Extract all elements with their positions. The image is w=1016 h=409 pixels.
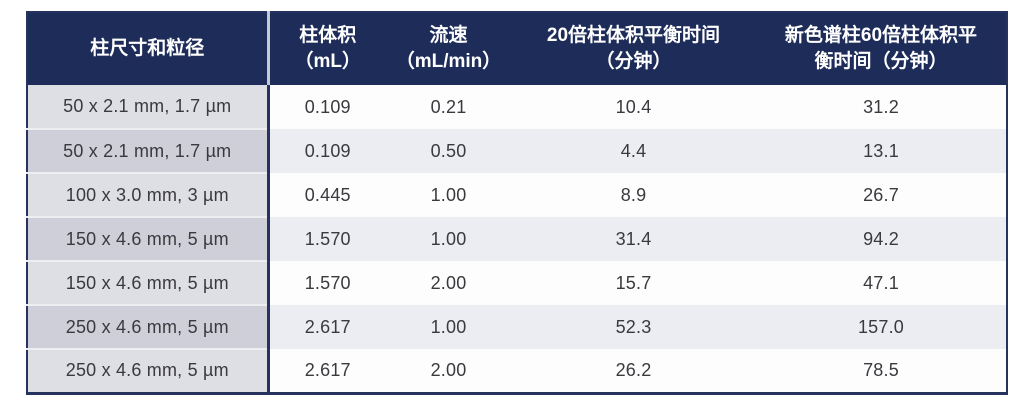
cell-volume: 0.109 [268,129,386,173]
table-row: 250 x 4.6 mm, 5 µm 2.617 2.00 26.2 78.5 [27,349,1007,393]
cell-flow: 2.00 [386,261,511,305]
cell-volume: 0.109 [268,85,386,129]
cell-time-20x: 26.2 [511,349,756,393]
table-row: 50 x 2.1 mm, 1.7 µm 0.109 0.21 10.4 31.2 [27,85,1007,130]
column-equilibration-table: 柱尺寸和粒径 柱体积 （mL） 流速 （mL/min） 20倍柱体积平衡时间 （… [26,11,1008,395]
header-size-label: 柱尺寸和粒径 [90,38,205,60]
cell-volume: 1.570 [268,217,386,261]
cell-time-60x: 31.2 [756,85,1007,129]
cell-size: 150 x 4.6 mm, 5 µm [27,261,270,306]
header-column-time-20x: 20倍柱体积平衡时间 （分钟） [511,12,756,85]
cell-size: 50 x 2.1 mm, 1.7 µm [27,129,270,174]
cell-time-60x: 26.7 [756,173,1007,217]
cell-size: 150 x 4.6 mm, 5 µm [27,217,270,262]
cell-time-20x: 10.4 [511,85,756,129]
cell-time-60x: 13.1 [756,129,1007,173]
header-time20-label: 20倍柱体积平衡时间 [546,25,721,47]
header-flow-label: 流速 [429,25,468,47]
header-time60-label-line1: 新色谱柱60倍柱体积平 [784,25,978,47]
table-row: 150 x 4.6 mm, 5 µm 1.570 1.00 31.4 94.2 [27,217,1007,262]
table-row: 250 x 4.6 mm, 5 µm 2.617 1.00 52.3 157.0 [27,305,1007,350]
cell-time-20x: 4.4 [511,129,756,173]
cell-flow: 0.21 [386,85,511,129]
cell-flow: 0.50 [386,129,511,173]
cell-flow: 2.00 [386,349,511,393]
cell-time-20x: 15.7 [511,261,756,305]
cell-time-60x: 94.2 [756,217,1007,261]
table-row: 100 x 3.0 mm, 3 µm 0.445 1.00 8.9 26.7 [27,173,1007,218]
cell-time-60x: 78.5 [756,349,1007,393]
header-volume-unit: （mL） [294,51,361,72]
header-column-volume: 柱体积 （mL） [268,12,386,85]
cell-time-60x: 47.1 [756,261,1007,305]
header-volume-label: 柱体积 [299,25,357,47]
cell-flow: 1.00 [386,173,511,217]
cell-flow: 1.00 [386,217,511,261]
cell-volume: 2.617 [268,349,386,393]
table-row: 150 x 4.6 mm, 5 µm 1.570 2.00 15.7 47.1 [27,261,1007,306]
cell-size: 50 x 2.1 mm, 1.7 µm [27,85,270,130]
cell-time-20x: 31.4 [511,217,756,261]
cell-time-60x: 157.0 [756,305,1007,349]
cell-size: 250 x 4.6 mm, 5 µm [27,305,270,350]
cell-size: 250 x 4.6 mm, 5 µm [27,349,270,393]
cell-time-20x: 8.9 [511,173,756,217]
cell-volume: 1.570 [268,261,386,305]
cell-size: 100 x 3.0 mm, 3 µm [27,173,270,218]
header-column-flow-rate: 流速 （mL/min） [386,12,511,85]
header-flow-unit: （mL/min） [395,51,502,72]
cell-time-20x: 52.3 [511,305,756,349]
cell-volume: 2.617 [268,305,386,349]
table-row: 50 x 2.1 mm, 1.7 µm 0.109 0.50 4.4 13.1 [27,129,1007,174]
table-header-row: 柱尺寸和粒径 柱体积 （mL） 流速 （mL/min） 20倍柱体积平衡时间 （… [27,12,1007,85]
header-time20-unit: （分钟） [595,51,672,72]
header-time60-label-line2: 衡时间（分钟） [814,51,948,72]
cell-flow: 1.00 [386,305,511,349]
header-column-size: 柱尺寸和粒径 [27,12,270,85]
header-column-time-60x: 新色谱柱60倍柱体积平 衡时间（分钟） [756,12,1007,85]
cell-volume: 0.445 [268,173,386,217]
